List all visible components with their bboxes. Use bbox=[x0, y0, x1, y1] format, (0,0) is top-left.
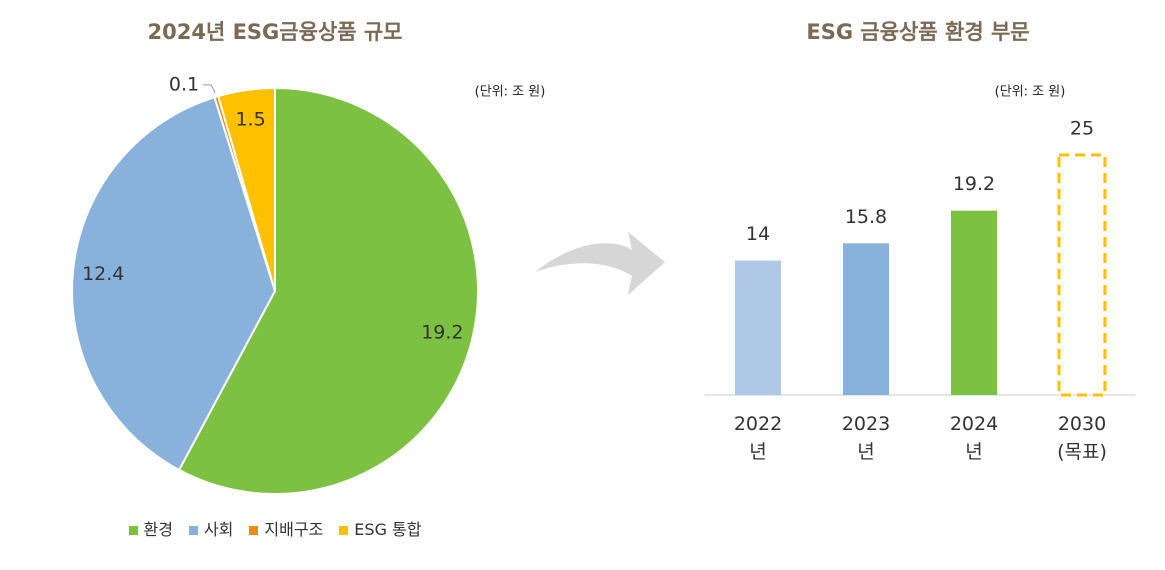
data-label: 19.2 bbox=[953, 173, 995, 195]
legend: 환경 사회 지배구조 ESG 통합 bbox=[0, 516, 550, 540]
data-label: 19.2 bbox=[421, 322, 463, 344]
legend-label: 환경 bbox=[143, 520, 173, 539]
bar bbox=[951, 210, 997, 395]
legend-label: 지배구조 bbox=[264, 520, 324, 539]
legend-label: 사회 bbox=[203, 520, 234, 539]
bar bbox=[735, 260, 781, 395]
data-label: 15.8 bbox=[845, 206, 887, 228]
legend-swatch bbox=[188, 526, 198, 535]
legend-swatch bbox=[249, 526, 259, 535]
legend-item: 지배구조 bbox=[249, 516, 323, 540]
x-tick-label: 2023년 bbox=[841, 413, 891, 463]
bar bbox=[843, 243, 889, 395]
data-label: 1.5 bbox=[235, 109, 265, 131]
unit-note: (단위: 조 원) bbox=[995, 85, 1066, 100]
data-label: 25 bbox=[1070, 118, 1094, 140]
data-label: 12.4 bbox=[82, 263, 124, 285]
chart-title: 2024년 ESG금융상품 규모 bbox=[147, 20, 402, 44]
legend-swatch bbox=[339, 526, 349, 535]
arrow bbox=[535, 232, 665, 295]
legend-swatch bbox=[128, 526, 138, 535]
legend-item: 사회 bbox=[188, 516, 234, 540]
legend-label: ESG 통합 bbox=[354, 520, 422, 539]
pie-slice bbox=[177, 86, 479, 495]
x-tick-label: 2022년 bbox=[733, 413, 783, 463]
x-tick-label: 2030 (목표) bbox=[1057, 413, 1107, 463]
legend-item: 환경 bbox=[128, 516, 173, 540]
bar bbox=[1057, 153, 1107, 397]
data-label: 0.1 bbox=[169, 73, 199, 95]
data-label: 14 bbox=[746, 223, 770, 245]
unit-note: (단위: 조 원) bbox=[475, 85, 546, 100]
pie-slice bbox=[71, 95, 277, 472]
leader-line bbox=[203, 84, 216, 94]
legend-item: ESG 통합 bbox=[339, 516, 422, 540]
chart-title: ESG 금융상품 환경 부문 bbox=[806, 20, 1029, 44]
x-tick-label: 2024년 bbox=[949, 413, 999, 463]
pie-slice bbox=[216, 86, 276, 292]
